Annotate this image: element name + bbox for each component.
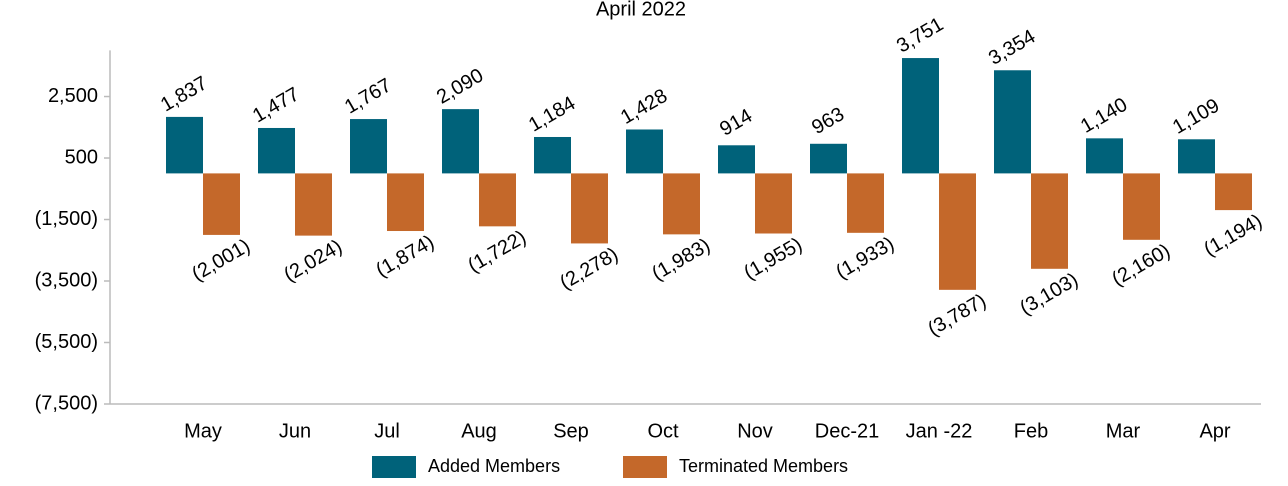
data-label: 1,140 <box>1077 94 1131 138</box>
data-label: 2,090 <box>433 64 487 108</box>
bar <box>442 109 479 174</box>
bar <box>663 173 700 235</box>
data-label: 1,428 <box>617 85 671 129</box>
bar <box>258 127 295 174</box>
x-tick-label: Oct <box>647 420 679 442</box>
data-label: 3,751 <box>893 13 947 57</box>
bar <box>1086 138 1123 174</box>
data-label: (1,722) <box>464 226 530 277</box>
data-label: (1,194) <box>1200 210 1266 261</box>
bar <box>479 173 516 227</box>
data-label: 3,354 <box>985 26 1039 70</box>
data-label: (2,024) <box>280 236 346 287</box>
x-tick-label: Feb <box>1014 420 1048 442</box>
bar <box>755 173 792 234</box>
x-tick-label: Apr <box>1199 420 1230 442</box>
data-label: (2,160) <box>1108 240 1174 291</box>
data-label: (3,787) <box>924 290 990 341</box>
x-tick-label: Aug <box>461 420 497 442</box>
bar <box>166 116 203 174</box>
data-label: 1,184 <box>525 92 579 136</box>
x-tick-label: Jul <box>374 420 400 442</box>
data-label: 1,767 <box>341 74 395 118</box>
x-tick-label: Jun <box>279 420 311 442</box>
x-tick-label: Jan -22 <box>906 420 973 442</box>
bar <box>295 173 332 236</box>
bar <box>350 119 387 174</box>
bar <box>1178 139 1215 174</box>
data-label: (1,933) <box>832 233 898 284</box>
data-label: 914 <box>716 105 756 141</box>
x-tick-label: Sep <box>553 420 589 442</box>
data-label: 1,837 <box>157 72 211 116</box>
y-tick-label: (7,500) <box>35 392 98 414</box>
data-label: (2,001) <box>188 235 254 286</box>
data-label: (1,955) <box>740 234 806 285</box>
x-tick-label: May <box>184 420 222 442</box>
legend-swatch <box>372 456 416 478</box>
bar <box>387 173 424 232</box>
bar <box>847 173 884 233</box>
bar <box>534 136 571 174</box>
y-tick-label: 500 <box>65 146 98 168</box>
y-tick-label: (3,500) <box>35 269 98 291</box>
data-label: 1,477 <box>249 83 303 127</box>
bar <box>203 173 240 235</box>
bar <box>939 173 976 290</box>
chart-title: April 2022 <box>596 0 686 20</box>
data-label: (1,874) <box>372 231 438 282</box>
bar <box>571 173 608 244</box>
bar <box>1215 173 1252 211</box>
data-label: (3,103) <box>1016 269 1082 320</box>
bar <box>1123 173 1160 240</box>
data-label: 1,109 <box>1169 95 1223 139</box>
bar <box>994 70 1031 174</box>
bar <box>810 143 847 174</box>
y-tick-label: 2,500 <box>48 85 98 107</box>
bar <box>626 129 663 174</box>
bar <box>902 58 939 174</box>
y-tick-label: (1,500) <box>35 208 98 230</box>
x-tick-label: Dec-21 <box>815 420 879 442</box>
legend-swatch <box>623 456 667 478</box>
bar <box>1031 173 1068 269</box>
bar <box>718 145 755 174</box>
legend-label: Added Members <box>428 456 560 476</box>
y-tick-label: (5,500) <box>35 331 98 353</box>
x-tick-label: Mar <box>1106 420 1141 442</box>
x-tick-label: Nov <box>737 420 773 442</box>
data-label: 963 <box>808 103 848 139</box>
data-label: (1,983) <box>648 234 714 285</box>
data-label: (2,278) <box>556 243 622 294</box>
legend-label: Terminated Members <box>679 456 848 476</box>
